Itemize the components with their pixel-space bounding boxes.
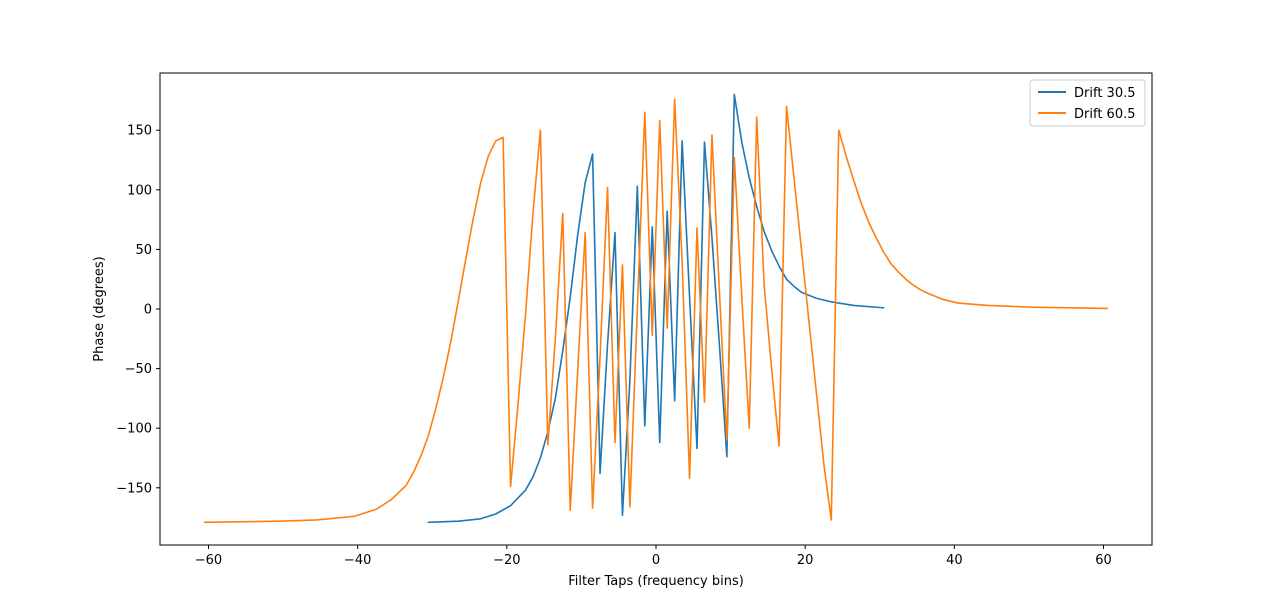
x-tick-label: −40 [344, 553, 371, 568]
x-tick-label: 20 [797, 553, 814, 568]
x-axis: −60 −40 −20 0 20 40 60 [195, 545, 1112, 568]
y-tick-label: −50 [125, 362, 152, 377]
x-axis-label: Filter Taps (frequency bins) [568, 574, 744, 589]
y-tick-label: 150 [127, 124, 152, 139]
y-axis-label: Phase (degrees) [92, 256, 107, 361]
x-tick-label: 0 [652, 553, 660, 568]
y-tick-label: −100 [116, 422, 152, 437]
series-line-drift-30-5 [427, 93, 885, 524]
series-layer [203, 93, 1109, 524]
legend-label-drift-60-5: Drift 60.5 [1074, 107, 1136, 122]
y-axis: −150 −100 −50 0 50 100 150 [116, 124, 160, 496]
x-tick-label: −20 [493, 553, 520, 568]
x-tick-label: 40 [946, 553, 963, 568]
legend-label-drift-30-5: Drift 30.5 [1074, 86, 1136, 101]
y-tick-label: 50 [135, 243, 152, 258]
y-tick-label: −150 [116, 481, 152, 496]
y-tick-label: 0 [144, 303, 152, 318]
y-tick-label: 100 [127, 183, 152, 198]
x-tick-label: −60 [195, 553, 222, 568]
x-tick-label: 60 [1095, 553, 1112, 568]
legend: Drift 30.5 Drift 60.5 [1029, 79, 1146, 127]
series-line-drift-60-5 [203, 98, 1109, 524]
